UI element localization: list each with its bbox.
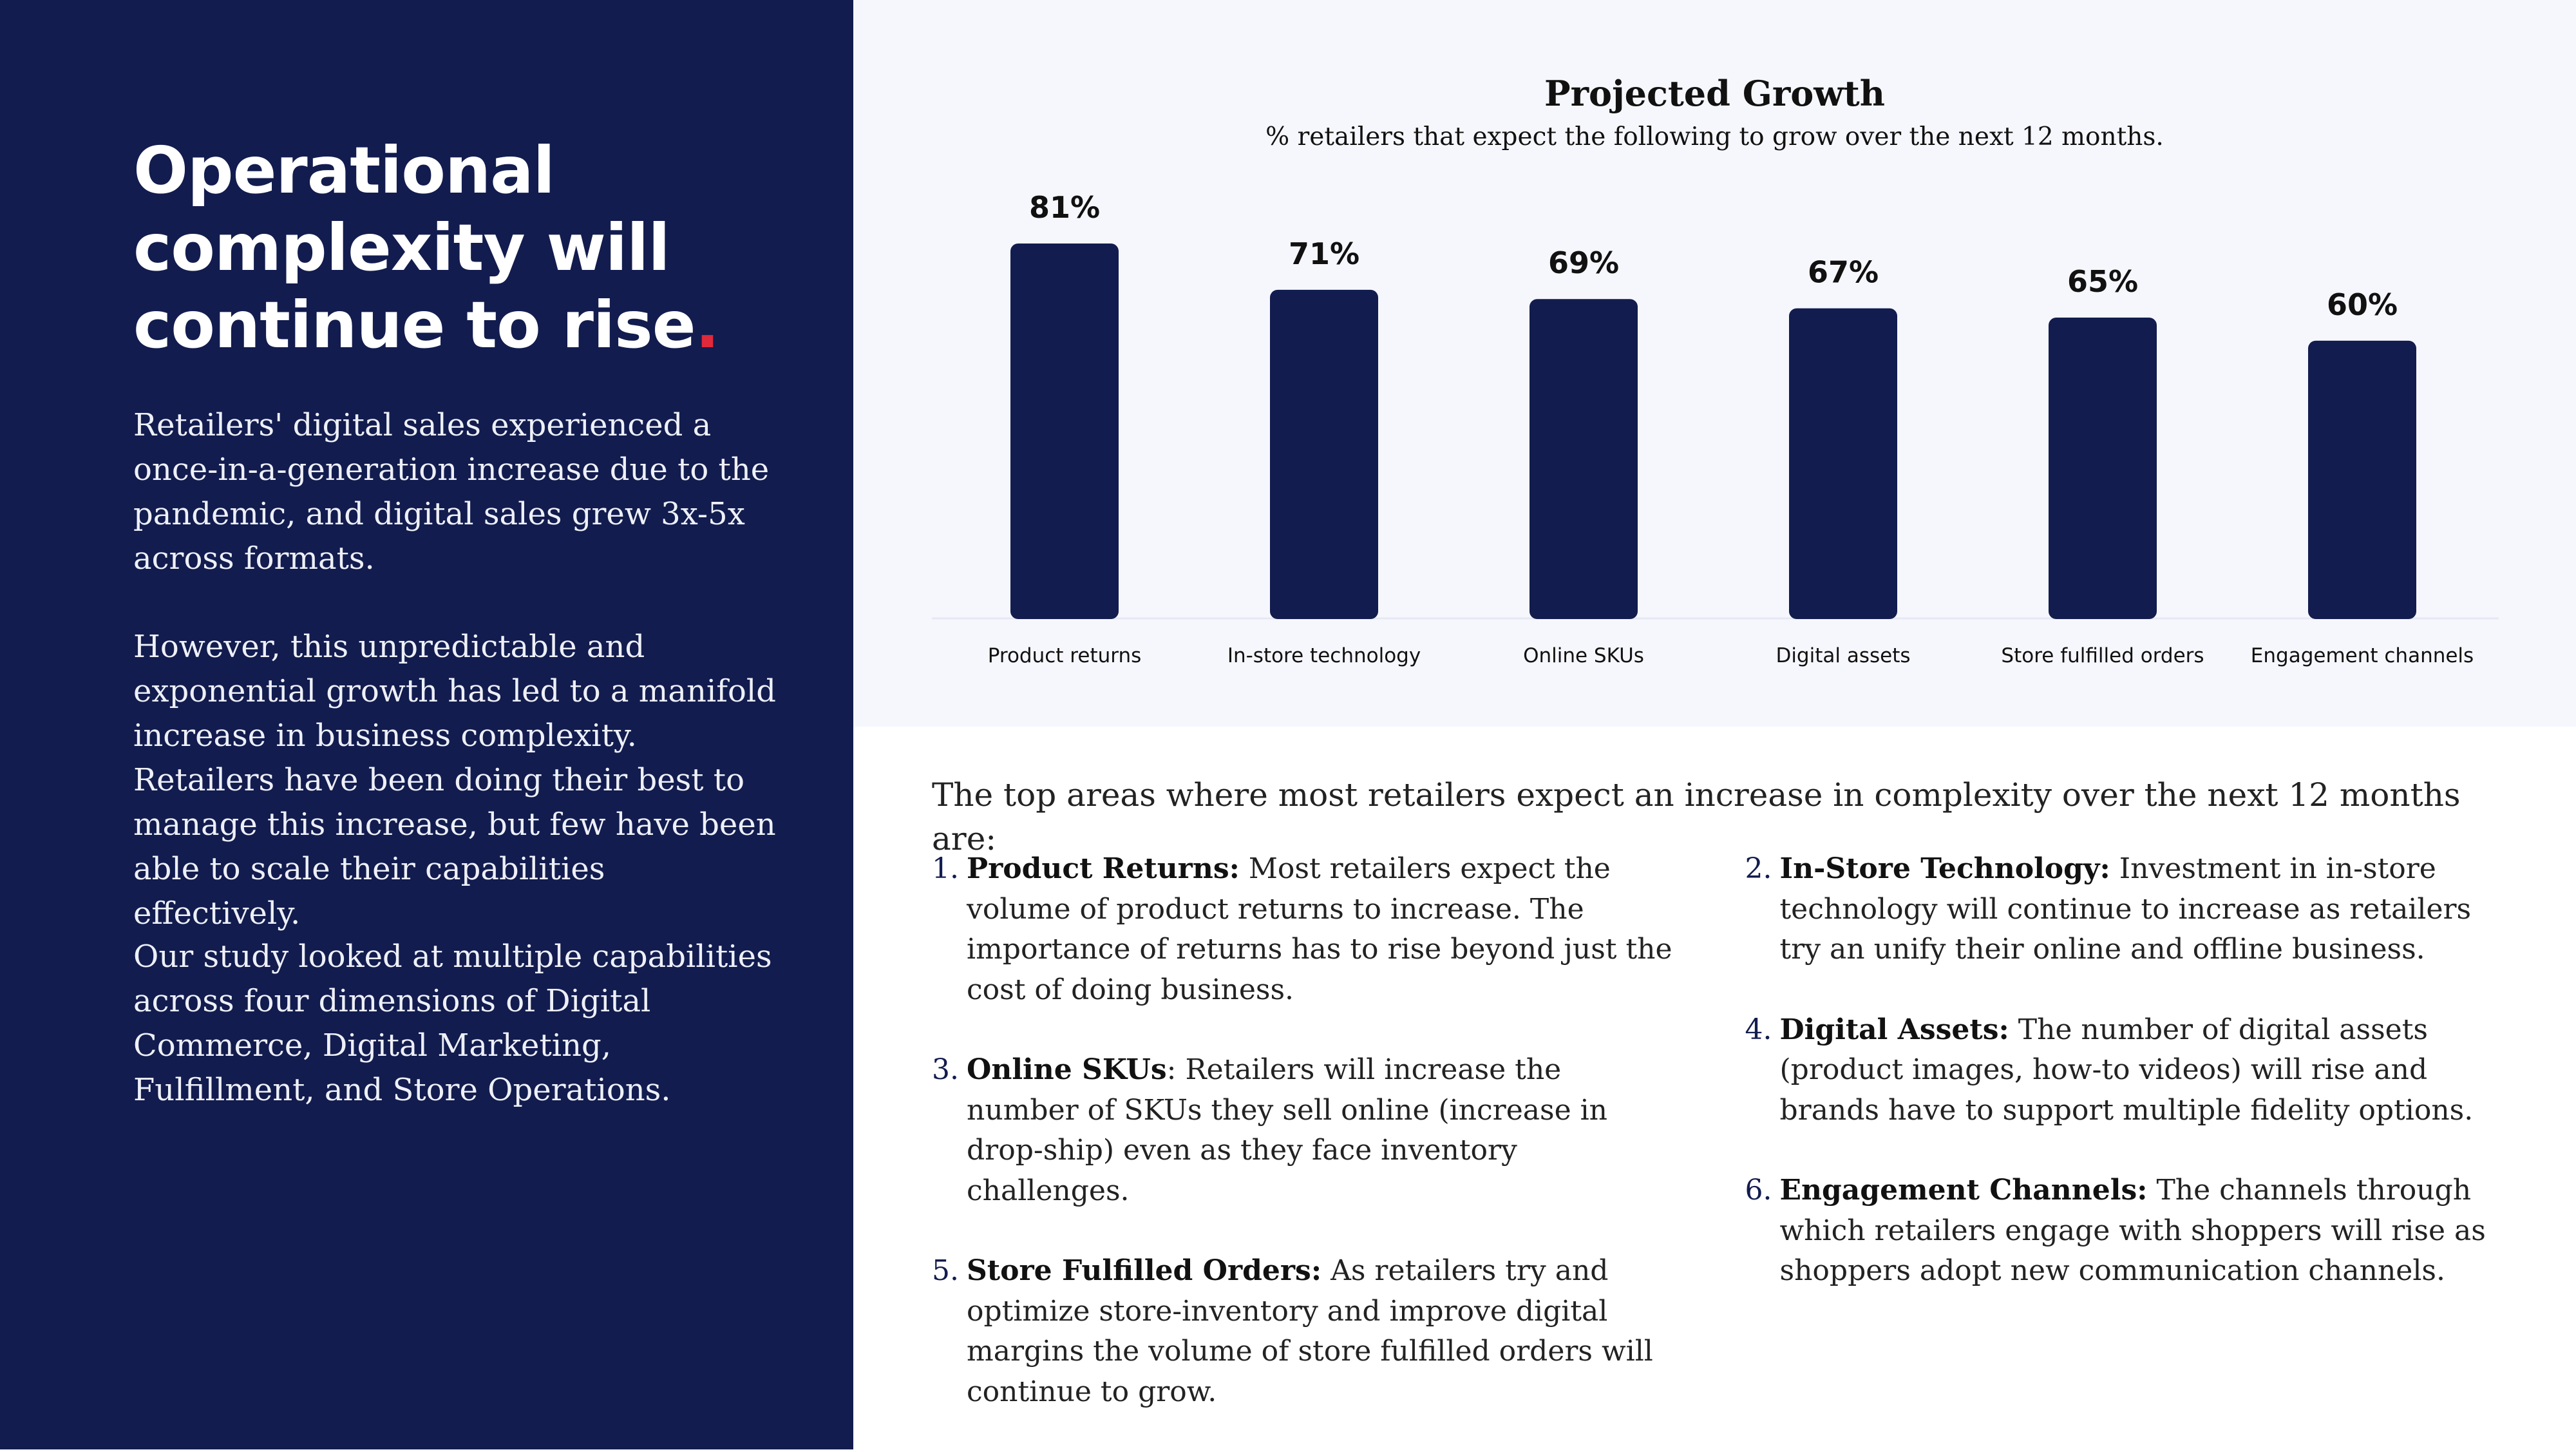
- list-item-text: Product Returns: Most retailers expect t…: [967, 849, 1678, 1010]
- bar-online-skus: [1530, 299, 1638, 619]
- chart-panel: Projected Growth % retailers that expect…: [853, 0, 2576, 727]
- data-label-product-returns: 81%: [1029, 190, 1100, 225]
- list-item-body: As retailers try and optimize store-inve…: [967, 1254, 1653, 1408]
- list-item-body: Most retailers expect the volume of prod…: [967, 852, 1672, 1006]
- list-item-number: 5.: [932, 1254, 959, 1287]
- list-item-number: 3.: [932, 1053, 959, 1086]
- list-item-title: Engagement Channels:: [1779, 1174, 2148, 1207]
- intro-paragraph: Retailers' digital sales experienced a o…: [133, 407, 770, 577]
- list-item-body: The number of digital assets (product im…: [1779, 1013, 2474, 1127]
- list-item-title: Digital Assets:: [1779, 1013, 2009, 1046]
- headline: Operational complexity will continue to …: [133, 132, 810, 364]
- list-item-number: 1.: [932, 852, 959, 885]
- bar-store-fulfilled-orders: [2049, 317, 2157, 619]
- list-item-number: 6.: [1745, 1174, 1772, 1207]
- complexity-areas-intro: The top areas where most retailers expec…: [932, 776, 2461, 857]
- chart-title: Projected Growth: [1544, 73, 1885, 114]
- list-item-title: Store Fulfilled Orders:: [967, 1254, 1322, 1287]
- headline-text: Operational complexity will continue to …: [133, 133, 696, 363]
- list-item-store-fulfilled-orders: 5. Store Fulfilled Orders: As retailers …: [932, 1251, 1678, 1412]
- data-label-store-fulfilled-orders: 65%: [2067, 264, 2138, 299]
- complexity-areas-list: 1. Product Returns: Most retailers expec…: [932, 849, 2490, 1452]
- bar-product-returns: [1010, 244, 1119, 619]
- left-panel: Operational complexity will continue to …: [0, 0, 853, 1449]
- list-item-text: Store Fulfilled Orders: As retailers try…: [967, 1251, 1678, 1412]
- list-item-digital-assets: 4. Digital Assets: The number of digital…: [1745, 1010, 2491, 1131]
- list-item-body: Investment in in-store technology will c…: [1779, 852, 2472, 966]
- category-label-online-skus: Online SKUs: [1523, 644, 1644, 667]
- bar-chart: 81% Product returns 71% In-store technology…: [932, 190, 2499, 667]
- list-item-number: 2.: [1745, 852, 1772, 885]
- data-label-in-store-technology: 71%: [1289, 236, 1359, 271]
- bar-digital-assets: [1789, 308, 1897, 619]
- list-item-engagement-channels: 6. Engagement Channels: The channels thr…: [1745, 1170, 2491, 1292]
- data-label-digital-assets: 67%: [1808, 255, 1879, 290]
- category-label-in-store-technology: In-store technology: [1227, 644, 1421, 667]
- list-item-title: In-Store Technology:: [1779, 852, 2110, 885]
- list-item-text: Engagement Channels: The channels throug…: [1780, 1170, 2491, 1292]
- headline-accent-dot: .: [695, 287, 720, 363]
- list-item-product-returns: 1. Product Returns: Most retailers expec…: [932, 849, 1678, 1010]
- category-label-product-returns: Product returns: [988, 644, 1142, 667]
- chart-subtitle: % retailers that expect the following to…: [1265, 122, 2164, 151]
- bar-in-store-technology: [1270, 289, 1378, 619]
- list-column-right: 2. In-Store Technology: Investment in in…: [1745, 849, 2491, 1452]
- list-item-body: The channels through which retailers eng…: [1779, 1174, 2486, 1287]
- list-item-title: Online SKUs: [967, 1053, 1167, 1086]
- list-item-number: 4.: [1745, 1013, 1772, 1046]
- study-paragraph: Our study looked at multiple capabilitie…: [133, 939, 772, 1108]
- complexity-paragraph: However, this unpredictable and exponent…: [133, 629, 776, 931]
- data-label-online-skus: 69%: [1548, 245, 1619, 280]
- category-label-store-fulfilled-orders: Store fulfilled orders: [2001, 644, 2204, 667]
- list-item-text: In-Store Technology: Investment in in-st…: [1780, 849, 2491, 970]
- bar-engagement-channels: [2308, 340, 2416, 619]
- list-item-online-skus: 3. Online SKUs: Retailers will increase …: [932, 1050, 1678, 1211]
- list-item-body: : Retailers will increase the number of …: [967, 1053, 1608, 1207]
- list-column-left: 1. Product Returns: Most retailers expec…: [932, 849, 1678, 1452]
- list-item-text: Online SKUs: Retailers will increase the…: [967, 1050, 1678, 1211]
- category-label-engagement-channels: Engagement channels: [2251, 644, 2474, 667]
- list-item-in-store-technology: 2. In-Store Technology: Investment in in…: [1745, 849, 2491, 970]
- category-label-digital-assets: Digital assets: [1776, 644, 1910, 667]
- list-item-text: Digital Assets: The number of digital as…: [1780, 1010, 2491, 1131]
- data-label-engagement-channels: 60%: [2327, 287, 2398, 322]
- list-item-title: Product Returns:: [967, 852, 1240, 885]
